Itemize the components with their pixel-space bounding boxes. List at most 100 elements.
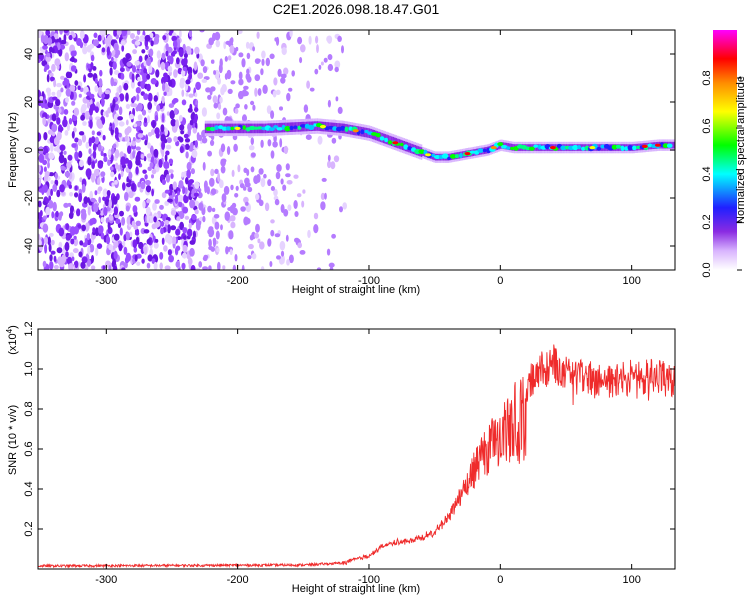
noise-speckle [64, 171, 71, 178]
ridge-core [506, 146, 511, 150]
noise-speckle [81, 134, 87, 143]
noise-speckle [114, 180, 118, 185]
noise-speckle [63, 202, 69, 208]
noise-speckle [49, 136, 54, 143]
noise-speckle [47, 37, 53, 45]
x-tick-label: 0 [497, 574, 503, 586]
noise-speckle [286, 92, 291, 102]
noise-speckle [121, 267, 126, 270]
noise-speckle [213, 214, 220, 219]
spectrogram-xlabel: Height of straight line (km) [292, 284, 420, 296]
noise-speckle [307, 229, 311, 239]
noise-speckle [165, 43, 169, 51]
noise-speckle [78, 192, 83, 203]
noise-speckle [123, 246, 128, 255]
noise-speckle [167, 249, 172, 256]
noise-speckle [167, 235, 173, 245]
noise-speckle [102, 111, 106, 117]
noise-speckle [50, 142, 54, 152]
x-tick-label: 0 [497, 275, 503, 287]
noise-speckle [294, 237, 300, 243]
noise-speckle [170, 209, 177, 216]
noise-speckle [146, 83, 151, 92]
noise-speckle [235, 185, 239, 191]
noise-speckle [81, 256, 88, 264]
noise-speckle [153, 261, 158, 270]
noise-speckle [71, 100, 76, 106]
noise-speckle [156, 50, 161, 59]
noise-speckle [126, 61, 132, 67]
ridge-core [225, 126, 232, 131]
noise-speckle [73, 235, 77, 240]
noise-speckle [300, 44, 306, 53]
noise-speckle [53, 255, 57, 263]
noise-speckle [48, 195, 52, 201]
noise-speckle [282, 184, 287, 191]
noise-speckle [126, 231, 130, 241]
noise-speckle [313, 212, 319, 220]
noise-speckle [90, 265, 96, 270]
noise-speckle [222, 107, 228, 116]
noise-speckle [141, 258, 145, 264]
noise-speckle [327, 54, 333, 61]
ridge-core [577, 145, 581, 150]
noise-speckle [297, 242, 303, 249]
noise-speckle [127, 30, 131, 36]
noise-speckle [212, 237, 217, 248]
noise-speckle [170, 173, 174, 180]
noise-speckle [132, 96, 137, 101]
noise-speckle [210, 246, 215, 252]
noise-speckle [117, 116, 123, 121]
noise-speckle [246, 169, 250, 176]
noise-speckle [102, 196, 107, 201]
noise-speckle [153, 95, 158, 102]
noise-speckle [152, 202, 157, 211]
noise-speckle [73, 107, 80, 117]
noise-speckle [79, 41, 84, 49]
noise-speckle [80, 208, 87, 215]
noise-speckle [296, 193, 302, 198]
noise-speckle [100, 216, 105, 223]
noise-speckle [134, 40, 141, 46]
y-tick-label: 0.8 [23, 401, 35, 416]
noise-speckle [69, 252, 74, 258]
noise-speckle [70, 205, 74, 214]
noise-speckle [198, 261, 203, 268]
noise-speckle [174, 194, 179, 204]
noise-speckle [297, 36, 303, 45]
noise-speckle [51, 48, 55, 54]
noise-speckle [182, 66, 187, 72]
noise-speckle [113, 250, 118, 260]
noise-speckle [83, 74, 87, 83]
ridge-core [636, 145, 641, 149]
noise-speckle [79, 240, 84, 246]
noise-speckle [167, 65, 173, 73]
noise-speckle [261, 50, 266, 59]
noise-speckle [154, 127, 160, 135]
noise-speckle [120, 73, 125, 80]
ridge-core [332, 126, 338, 131]
noise-speckle [227, 207, 233, 211]
noise-speckle [140, 80, 146, 89]
ridge-core [477, 148, 484, 153]
noise-speckle [202, 215, 206, 223]
noise-speckle [142, 169, 147, 174]
noise-speckle [47, 89, 51, 98]
noise-speckle [189, 119, 194, 126]
colorbar [713, 30, 737, 270]
noise-speckle [159, 204, 164, 210]
noise-speckle [214, 31, 221, 41]
noise-speckle [279, 138, 283, 148]
ridge-core [455, 154, 459, 159]
noise-speckle [178, 201, 183, 208]
noise-speckle [258, 168, 264, 175]
noise-speckle [181, 89, 185, 97]
noise-speckle [97, 186, 103, 192]
noise-speckle [160, 175, 164, 181]
noise-speckle [63, 115, 67, 122]
noise-speckle [135, 166, 139, 175]
noise-speckle [171, 191, 176, 198]
noise-speckle [187, 257, 193, 266]
noise-speckle [118, 243, 123, 252]
ridge-core [560, 145, 567, 151]
